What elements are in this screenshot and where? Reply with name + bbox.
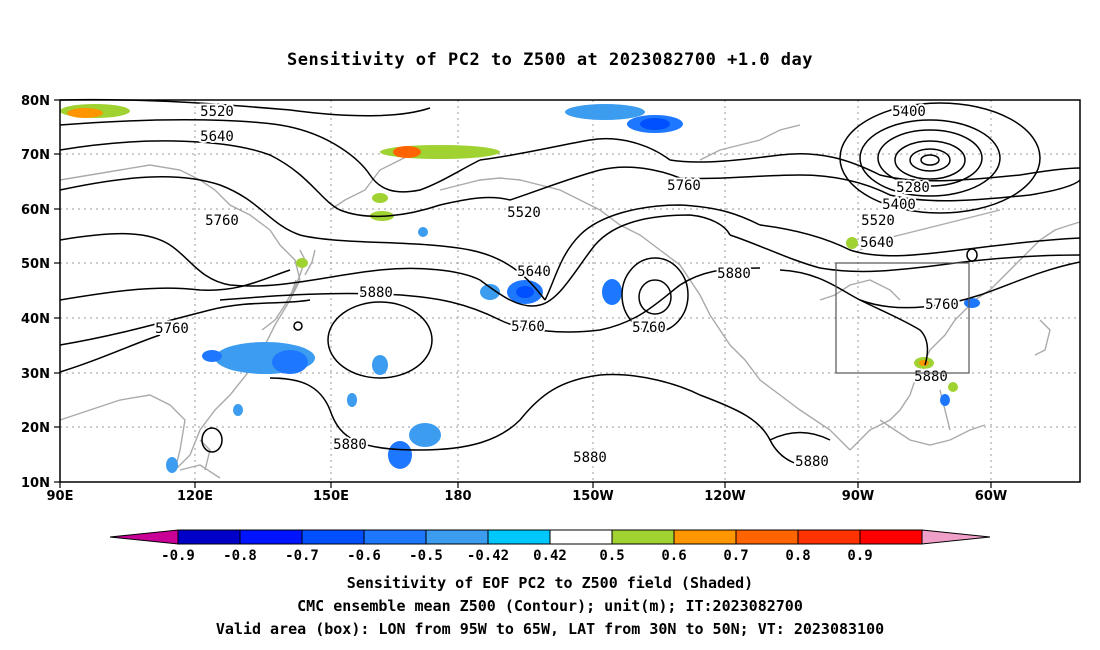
lon-label: 60W [975, 489, 1007, 504]
lon-label: 150E [313, 489, 349, 504]
contour-labels: 5520 5640 5760 5760 5880 5640 5760 5520 … [153, 102, 961, 472]
contour-label: 5520 [507, 205, 541, 221]
shaded-sensitivity [60, 104, 980, 473]
caption-valid-area: Valid area (box): LON from 95W to 65W, L… [215, 620, 885, 638]
colorbar [109, 529, 991, 545]
lon-label: 90E [47, 489, 74, 504]
colorbar-segment [301, 529, 365, 545]
colorbar-segment [549, 529, 613, 545]
lon-label: 120W [704, 489, 745, 504]
lon-label: 180 [444, 489, 471, 504]
lon-label: 120E [177, 489, 213, 504]
colorbar-segment [363, 529, 427, 545]
colorbar-label: 0.42 [533, 548, 567, 564]
contour-label: 5880 [914, 369, 948, 385]
lat-label: 20N [21, 421, 50, 436]
colorbar-label: 0.8 [785, 548, 810, 564]
contour-label: 5880 [717, 266, 751, 282]
colorbar-segment [735, 529, 799, 545]
lat-label: 70N [21, 148, 50, 163]
colorbar-label: -0.7 [285, 548, 319, 564]
lon-label: 90W [842, 489, 874, 504]
colorbar-segment [797, 529, 861, 545]
contour-label: 5760 [667, 178, 701, 194]
colorbar-label: 0.6 [661, 548, 686, 564]
axis-ticks [54, 99, 992, 488]
valid-area-box [835, 262, 970, 374]
contour-label: 5640 [517, 264, 551, 280]
colorbar-label: -0.9 [161, 548, 195, 564]
colorbar-segment [109, 529, 179, 545]
lon-label: 150W [572, 489, 613, 504]
contour-label: 5400 [892, 104, 926, 120]
contour-label: 5880 [359, 285, 393, 301]
colorbar-segment [673, 529, 737, 545]
z500-contours [59, 98, 1081, 467]
contour-label: 5760 [205, 213, 239, 229]
lon-labels: 90E 120E 150E 180 150W 120W 90W 60W [47, 489, 1008, 504]
contour-label: 5760 [511, 319, 545, 335]
contour-label: 5760 [632, 320, 666, 336]
contour-label: 5520 [200, 104, 234, 120]
colorbar-segment [177, 529, 241, 545]
lat-label: 10N [21, 476, 50, 491]
colorbar-label: -0.5 [409, 548, 443, 564]
map-title: Sensitivity of PC2 to Z500 at 2023082700… [286, 50, 813, 70]
colorbar-segment [859, 529, 923, 545]
colorbar-label: -0.6 [347, 548, 381, 564]
lat-label: 50N [21, 257, 50, 272]
colorbar-label: 0.5 [599, 548, 624, 564]
colorbar-label: 0.9 [847, 548, 872, 564]
lat-label: 30N [21, 367, 50, 382]
lat-label: 60N [21, 203, 50, 218]
lat-label: 80N [21, 94, 50, 109]
contour-label: 5880 [573, 450, 607, 466]
contour-label: 5880 [795, 454, 829, 470]
contour-label: 5640 [860, 235, 894, 251]
lat-label: 40N [21, 312, 50, 327]
contour-label: 5280 [896, 180, 930, 196]
map-gridlines [60, 100, 1080, 482]
contour-label: 5760 [155, 321, 189, 337]
colorbar-segment [425, 529, 489, 545]
contour-label: 5520 [861, 213, 895, 229]
colorbar-label: -0.8 [223, 548, 257, 564]
contour-label: 5640 [200, 129, 234, 145]
map-frame [59, 99, 1081, 483]
caption-contour: CMC ensemble mean Z500 (Contour); unit(m… [297, 597, 803, 615]
lat-labels: 80N 70N 60N 50N 40N 30N 20N 10N [21, 94, 50, 491]
colorbar-segment [487, 529, 551, 545]
colorbar-segment [611, 529, 675, 545]
colorbar-segment [239, 529, 303, 545]
colorbar-label: -0.42 [467, 548, 509, 564]
colorbar-labels: -0.9 -0.8 -0.7 -0.6 -0.5 -0.42 0.42 0.5 0.6 0.7 0.… [161, 548, 873, 564]
caption-shaded: Sensitivity of EOF PC2 to Z500 field (Sh… [346, 574, 754, 592]
colorbar-label: 0.7 [723, 548, 748, 564]
contour-label: 5880 [333, 437, 367, 453]
contour-label: 5400 [882, 197, 916, 213]
contour-label: 5760 [925, 297, 959, 313]
colorbar-segment [921, 529, 991, 545]
